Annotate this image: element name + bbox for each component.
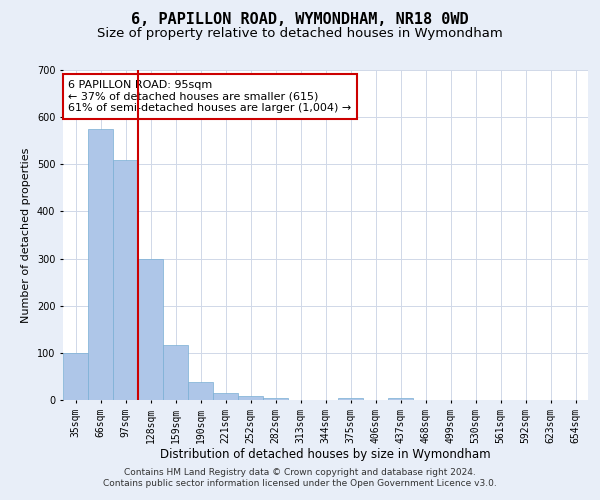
Bar xyxy=(63,353,88,400)
Text: Size of property relative to detached houses in Wymondham: Size of property relative to detached ho… xyxy=(97,28,503,40)
Bar xyxy=(213,393,238,400)
Text: 6, PAPILLON ROAD, WYMONDHAM, NR18 0WD: 6, PAPILLON ROAD, WYMONDHAM, NR18 0WD xyxy=(131,12,469,28)
Text: Contains HM Land Registry data © Crown copyright and database right 2024.
Contai: Contains HM Land Registry data © Crown c… xyxy=(103,468,497,487)
Bar xyxy=(113,160,138,400)
Y-axis label: Number of detached properties: Number of detached properties xyxy=(22,148,31,322)
Bar xyxy=(388,398,413,400)
Bar xyxy=(88,129,113,400)
Bar xyxy=(188,382,213,400)
X-axis label: Distribution of detached houses by size in Wymondham: Distribution of detached houses by size … xyxy=(160,448,491,462)
Text: 6 PAPILLON ROAD: 95sqm
← 37% of detached houses are smaller (615)
61% of semi-de: 6 PAPILLON ROAD: 95sqm ← 37% of detached… xyxy=(68,80,352,113)
Bar xyxy=(163,345,188,400)
Bar xyxy=(338,398,363,400)
Bar xyxy=(238,396,263,400)
Bar xyxy=(263,398,288,400)
Bar xyxy=(138,258,163,400)
